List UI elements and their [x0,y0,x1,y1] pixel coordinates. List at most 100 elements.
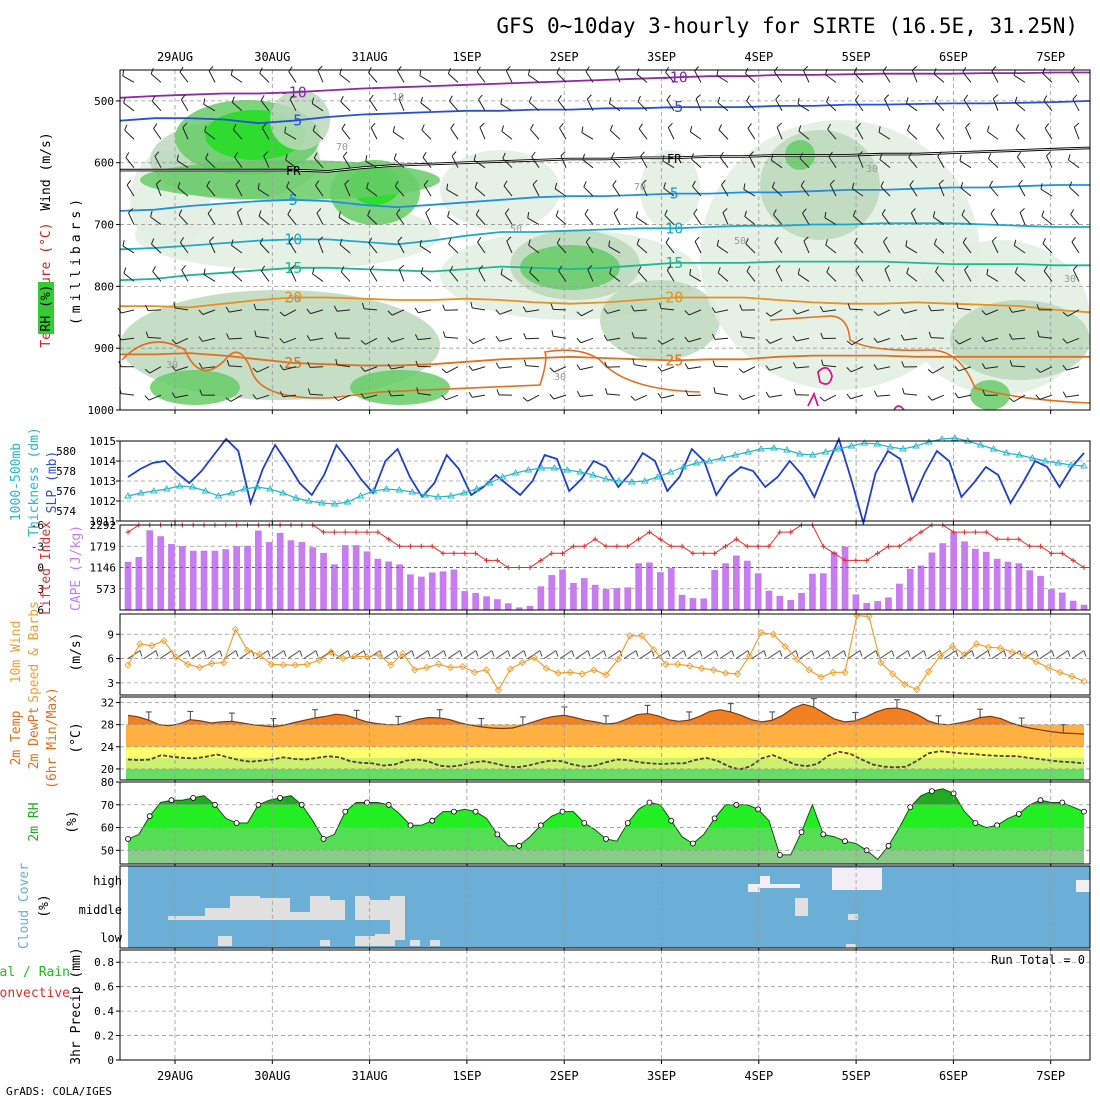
wind-barb-flag [559,123,564,129]
wind-barb-flag [557,95,562,101]
cloud-cell [218,936,232,946]
wind-barb [366,187,378,197]
wind-barb [586,98,594,112]
slp-tick-label: 1013 [90,475,117,488]
wind10-barb-flag [459,650,463,657]
wind-barb [260,100,270,112]
wind-barb [742,336,756,339]
wind-barb [449,100,459,112]
wind10-barb-flag [859,650,863,657]
wind-barb [155,183,162,197]
wind-barb [825,244,837,254]
wind-barb [878,131,891,140]
wind-barb-flag [802,208,807,214]
wind-barb-flag [335,358,338,366]
wind-barb [688,366,702,370]
wind-barb [283,394,297,398]
wind-barb-flag [775,265,781,271]
label-li: Lifted Index [39,521,54,615]
wind-barb-flag [479,122,485,128]
wind-barb-flag [684,336,689,343]
wind-barb-flag [938,179,944,185]
wind-barb-flag [1008,306,1013,313]
wind10m-panel: 3 6 9 [107,611,1091,699]
cape-bar [874,601,881,610]
wind-barb-flag [635,211,639,218]
wind-barb-flag [441,395,447,401]
wind-barb-flag [1070,209,1075,215]
wind10-marker [757,628,765,637]
wind-barb [479,127,486,140]
wind-barb [824,217,837,225]
wind-barb [634,394,648,401]
rh-marker [407,822,414,829]
wind-barb [992,98,999,111]
wind-barb-flag [333,305,338,312]
wind-barb [661,307,675,311]
wind-barb-flag [631,331,635,338]
wind-barb [770,309,783,317]
wind-barb [151,243,162,254]
panel-frame [119,949,1091,1061]
rh-marker [646,799,653,806]
cloud-cell [430,940,440,946]
wind-barb [232,129,243,140]
wind-barb-flag [1071,236,1076,243]
wind-barb [203,103,216,112]
wind10-barb-flag [1035,650,1039,657]
wind-barb-flag [178,209,183,216]
wind-barb [228,337,243,340]
wind-barb-flag [1062,364,1067,371]
cape-bar [830,552,838,610]
wind-barb-flag [122,240,125,247]
wind10-marker [925,667,933,676]
wind-barb [445,394,459,401]
wind-barb-flag [307,388,311,395]
wind-barb-flag [641,179,647,185]
wind-barb [476,71,486,83]
wind-barb [640,156,648,168]
contour-label--10: -10 [661,68,688,86]
wind10-marker [745,652,754,660]
wind-barb [148,394,162,401]
isotherm-30 [817,366,833,385]
cloud-cell [770,884,800,888]
wind-barb-flag [495,362,500,369]
wind-barb [202,309,216,315]
isotherm--5 [119,100,1091,125]
cloud-cell [260,898,290,920]
thickness-line [127,437,1085,505]
panel-frame [119,69,1091,411]
wind-barb-flag [746,95,751,102]
wind-barb-flag [396,208,401,215]
wind-barb [612,185,621,197]
wind-barb [478,269,486,282]
wind-barb [500,103,513,112]
isotherm-25 [120,352,1090,367]
wind-barb [472,366,486,372]
wind-barb-flag [884,264,890,270]
thk-marker [253,483,261,490]
wind-barb [421,129,432,140]
cape-bar [222,549,230,610]
wind-barb-flag [854,94,860,101]
wind10-marker [733,670,742,678]
value-tick-label: 32 [101,697,114,710]
wind-barb [985,309,999,316]
wind-barb-flag [906,267,910,274]
wind10-marker [697,664,706,672]
date-label-top: 30AUG [254,50,290,64]
wind-barb [608,246,621,254]
wind-barb [447,216,459,225]
wind-barb-flag [531,151,536,158]
wind10-barb-flag [987,650,991,657]
panel-frame [119,524,1091,611]
rh-marker [1059,799,1066,806]
wind-barb-flag [713,387,716,394]
wind-barb-flag [603,308,608,314]
wind10-marker [566,668,574,676]
cloud-cell [410,940,420,946]
wind-barb [231,244,243,254]
wind-barb-flag [1043,95,1048,101]
wind-barb-flag [774,237,779,243]
